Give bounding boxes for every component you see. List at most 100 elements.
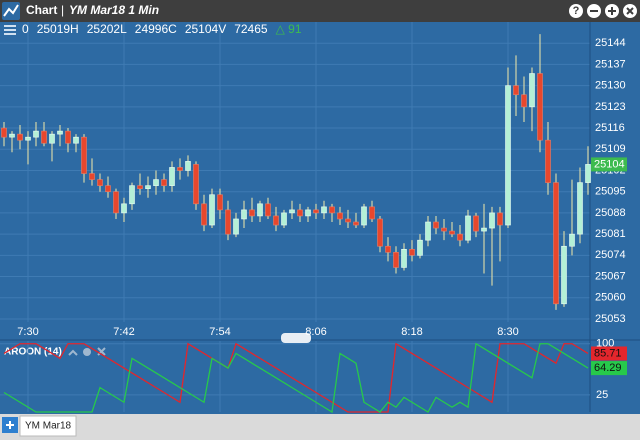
candle-body — [561, 245, 567, 305]
info-value: 25104V — [185, 22, 226, 36]
candle-body — [497, 212, 503, 226]
help-button[interactable] — [569, 4, 583, 18]
tab[interactable] — [19, 415, 77, 437]
candle-body — [281, 212, 287, 226]
candle-body — [457, 233, 463, 241]
maximize-icon — [608, 7, 616, 15]
info-value: 25202L — [87, 22, 127, 36]
candle-body — [537, 73, 543, 141]
help-icon: ? — [573, 5, 580, 17]
candle-body — [137, 185, 143, 189]
info-value: 24996C — [135, 22, 177, 36]
candle-body — [385, 245, 391, 253]
tab-label: YM Mar18 — [25, 421, 72, 432]
app-icon-line — [3, 4, 19, 17]
candle-body — [209, 194, 215, 226]
y-tick-label: 25095 — [595, 186, 626, 198]
candle-body — [353, 221, 359, 226]
window-subtitle: YM Mar18 1 Min — [69, 3, 159, 17]
y-tick-label: 25067 — [595, 270, 626, 282]
x-tick-label: 8:06 — [305, 326, 326, 338]
candle-body — [329, 206, 335, 214]
panel-resize-handle[interactable] — [281, 333, 311, 343]
candle-body — [417, 239, 423, 256]
candle-body — [265, 203, 271, 217]
y-tick-label: 25137 — [595, 58, 626, 70]
candle-body — [25, 136, 31, 141]
info-value: 25019H — [37, 22, 79, 36]
y-tick-label: 25123 — [595, 101, 626, 113]
tab-bar — [0, 414, 640, 440]
candle-body — [153, 179, 159, 186]
y-tick-label: 25074 — [595, 249, 626, 261]
candle-body — [1, 127, 7, 138]
x-tick-label: 8:18 — [401, 326, 422, 338]
indicator-title: AROON (14) — [4, 347, 62, 358]
candle-body — [473, 215, 479, 232]
menu-icon[interactable] — [4, 25, 16, 35]
candle-body — [145, 185, 151, 189]
candle-body — [449, 230, 455, 235]
candle-body — [249, 209, 255, 217]
title-bar — [0, 0, 640, 22]
info-value: 0 — [22, 22, 29, 36]
info-value: 72465 — [234, 22, 268, 36]
y-tick-label: 25053 — [595, 313, 626, 325]
candle-body — [57, 130, 63, 135]
candle-body — [521, 94, 527, 108]
indicator-line — [3, 342, 589, 413]
indicator-settings-icon[interactable] — [83, 348, 91, 356]
candle-body — [17, 133, 23, 141]
title-separator: | — [61, 3, 64, 17]
candle-body — [289, 209, 295, 214]
candle-body — [305, 209, 311, 217]
candle-body — [9, 133, 15, 138]
candle-body — [113, 191, 119, 214]
y-tick-label: 25088 — [595, 207, 626, 219]
window-title: Chart — [26, 3, 57, 17]
candle-body — [569, 233, 575, 247]
x-tick-label: 8:30 — [497, 326, 518, 338]
candle-body — [201, 203, 207, 226]
candle-body — [241, 209, 247, 220]
candle-body — [401, 248, 407, 268]
candle-body — [273, 215, 279, 226]
candle-body — [369, 206, 375, 220]
candle-body — [177, 167, 183, 171]
candle-body — [217, 194, 223, 211]
indicator-remove-icon[interactable] — [97, 347, 106, 356]
y-tick-label: 25 — [596, 389, 608, 401]
candle-body — [529, 73, 535, 108]
close-icon — [626, 7, 634, 15]
candle-body — [425, 221, 431, 241]
candle-body — [129, 185, 135, 205]
candle-body — [225, 209, 231, 235]
x-tick-label: 7:42 — [113, 326, 134, 338]
last-price-label: 25104 — [594, 158, 625, 170]
candle-body — [81, 136, 87, 174]
candle-body — [409, 248, 415, 256]
candle-body — [193, 164, 199, 205]
info-row: 0 25019H 25202L 24996C 25104V 72465 △ 91 — [22, 22, 302, 36]
x-tick-label: 7:30 — [17, 326, 38, 338]
candle-body — [33, 130, 39, 138]
candle-body — [545, 139, 551, 183]
candle-body — [377, 218, 383, 247]
candle-body — [65, 130, 71, 144]
candle-body — [49, 133, 55, 144]
candle-body — [313, 209, 319, 214]
candle-body — [73, 136, 79, 144]
candle-body — [489, 212, 495, 229]
candle-body — [433, 221, 439, 229]
candle-body — [121, 203, 127, 214]
y-tick-label: 25060 — [595, 292, 626, 304]
y-tick-label: 25144 — [595, 37, 626, 49]
indicator-line — [3, 342, 589, 414]
candle-body — [41, 130, 47, 144]
indicator-up-icon[interactable] — [68, 349, 78, 356]
candle-body — [585, 164, 591, 183]
candle-body — [297, 209, 303, 217]
candle-body — [577, 182, 583, 235]
candle-body — [233, 218, 239, 235]
